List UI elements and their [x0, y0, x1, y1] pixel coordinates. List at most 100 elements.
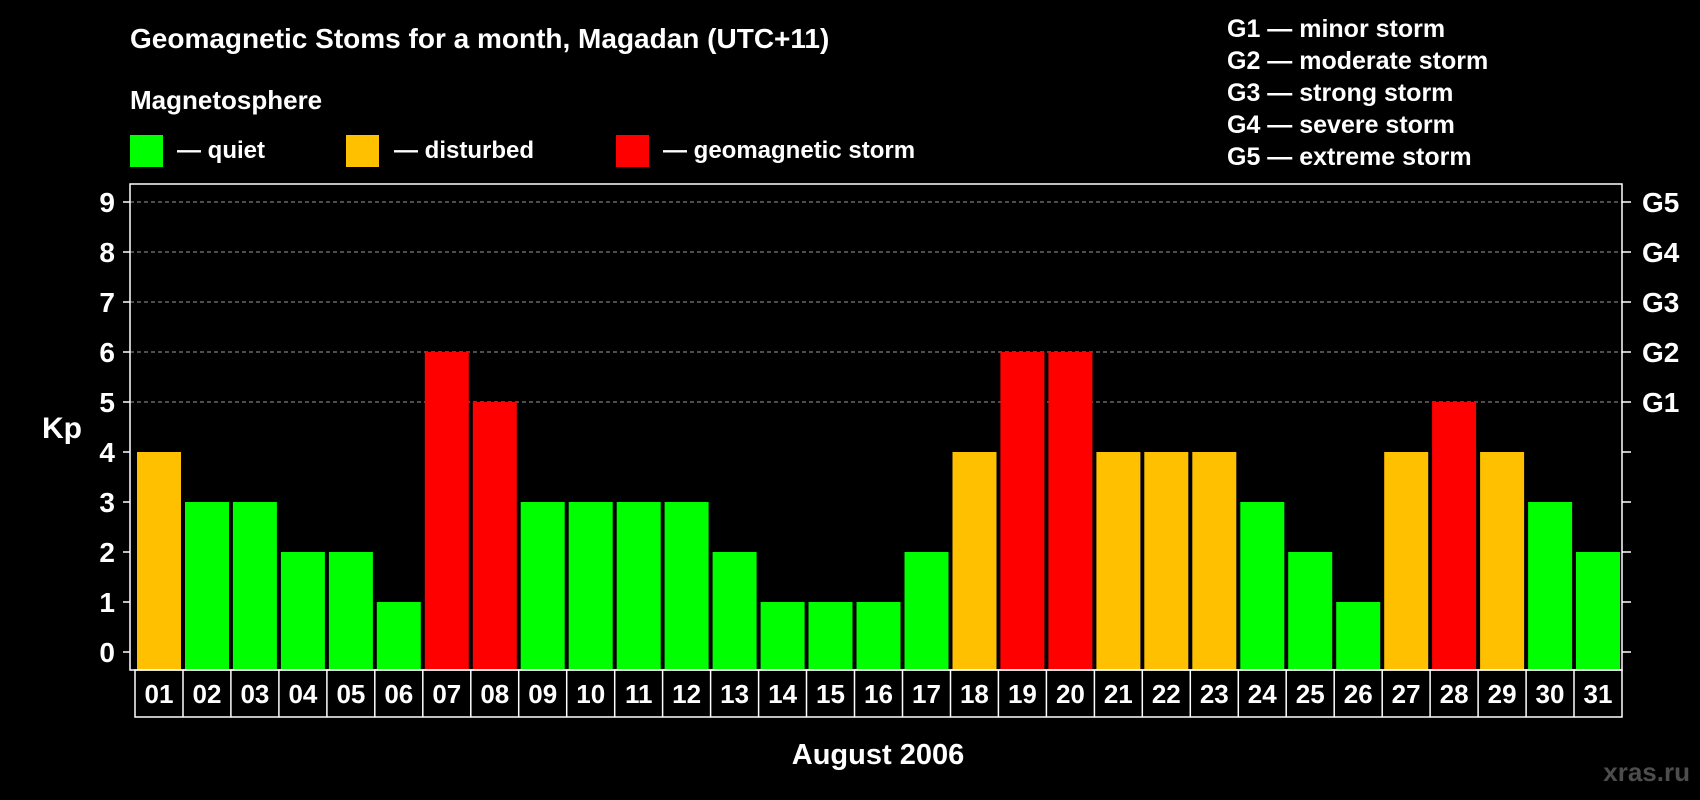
bar-31 — [1576, 552, 1620, 670]
x-tick-label: 24 — [1248, 679, 1277, 709]
y-tick-label: 2 — [99, 537, 115, 568]
y-axis: 0 1 2 3 4 5 6 7 8 9 — [99, 187, 130, 668]
y-tick-label: 3 — [99, 487, 115, 518]
right-tick-label: G2 — [1642, 337, 1679, 368]
y-axis-label: Kp — [42, 412, 82, 445]
x-tick-label: 05 — [336, 679, 365, 709]
bar-25 — [1288, 552, 1333, 670]
bar-08 — [472, 402, 517, 670]
bar-23 — [1192, 452, 1237, 670]
y-tick-label: 5 — [99, 387, 115, 418]
bar-29 — [1480, 452, 1525, 670]
x-tick-label: 23 — [1200, 679, 1229, 709]
y-tick-label: 7 — [99, 287, 115, 318]
bar-26 — [1336, 602, 1381, 670]
x-tick-label: 09 — [528, 679, 557, 709]
right-axis: G1 G2 G3 G4 G5 — [1622, 187, 1680, 653]
bar-15 — [808, 602, 853, 670]
bar-13 — [712, 552, 757, 670]
x-axis-box — [134, 669, 1623, 718]
y-tick-label: 6 — [99, 337, 115, 368]
legend-label-storm: — geomagnetic storm — [663, 137, 915, 164]
x-tick-label: 14 — [768, 679, 797, 709]
right-tick-label: G3 — [1642, 287, 1679, 318]
bar-24 — [1240, 502, 1285, 670]
x-tick-label: 04 — [288, 679, 317, 709]
storm-scale-g3: G3 — strong storm — [1227, 79, 1453, 107]
x-tick-label: 21 — [1104, 679, 1133, 709]
storm-scale-g5: G5 — extreme storm — [1227, 143, 1472, 171]
x-tick-label: 29 — [1488, 679, 1517, 709]
bar-07 — [424, 352, 469, 670]
bar-21 — [1096, 452, 1141, 670]
grid-lines — [130, 201, 1622, 403]
bar-17 — [904, 552, 949, 670]
bar-30 — [1528, 502, 1573, 670]
x-axis-label: August 2006 — [792, 739, 964, 771]
legend-label-disturbed: — disturbed — [394, 137, 534, 164]
y-tick-label: 9 — [99, 187, 115, 218]
storm-scale-g1: G1 — minor storm — [1227, 15, 1445, 43]
bar-10 — [568, 502, 613, 670]
bar-27 — [1384, 452, 1429, 670]
chart-title: Geomagnetic Stoms for a month, Magadan (… — [130, 23, 829, 54]
x-tick-label: 07 — [432, 679, 461, 709]
x-tick-label: 16 — [864, 679, 893, 709]
y-tick-label: 1 — [99, 587, 115, 618]
right-tick-label: G4 — [1642, 237, 1680, 268]
x-tick-label: 27 — [1392, 679, 1421, 709]
bar-20 — [1048, 352, 1093, 670]
bar-01 — [137, 452, 181, 670]
x-tick-label: 17 — [912, 679, 941, 709]
x-tick-label: 20 — [1056, 679, 1085, 709]
bar-19 — [1000, 352, 1045, 670]
right-tick-label: G5 — [1642, 187, 1679, 218]
bar-28 — [1432, 402, 1477, 670]
legend-heading: Magnetosphere — [130, 85, 322, 115]
x-tick-label: 15 — [816, 679, 845, 709]
x-tick-label: 01 — [145, 679, 174, 709]
bar-14 — [760, 602, 805, 670]
x-tick-label: 13 — [720, 679, 749, 709]
y-tick-label: 4 — [99, 437, 115, 468]
x-tick-label: 19 — [1008, 679, 1037, 709]
x-tick-label: 31 — [1584, 679, 1613, 709]
x-axis: 01 02 03 04 05 06 07 08 09 10 11 12 13 14 15 16 17 18 19 20… — [134, 669, 1623, 718]
bar-04 — [280, 552, 325, 670]
bar-06 — [376, 602, 421, 670]
y-tick-label: 8 — [99, 237, 115, 268]
watermark: xras.ru — [1603, 757, 1690, 787]
x-tick-label: 02 — [193, 679, 222, 709]
x-tick-label: 08 — [480, 679, 509, 709]
x-tick-label: 06 — [384, 679, 413, 709]
x-tick-label: 28 — [1440, 679, 1469, 709]
right-tick-label: G1 — [1642, 387, 1679, 418]
bar-03 — [232, 502, 277, 670]
storm-scale-g4: G4 — severe storm — [1227, 111, 1455, 139]
x-tick-label: 12 — [672, 679, 701, 709]
x-tick-label: 26 — [1344, 679, 1373, 709]
bar-05 — [328, 552, 373, 670]
x-tick-label: 03 — [240, 679, 269, 709]
bars-group — [137, 352, 1620, 670]
bar-11 — [616, 502, 661, 670]
storm-scale-g2: G2 — moderate storm — [1227, 47, 1488, 75]
x-tick-label: 18 — [960, 679, 989, 709]
bar-02 — [185, 502, 229, 670]
x-tick-label: 22 — [1152, 679, 1181, 709]
y-tick-label: 0 — [99, 637, 115, 668]
x-tick-label: 10 — [576, 679, 605, 709]
bar-18 — [952, 452, 997, 670]
legend-swatch-quiet — [130, 135, 163, 167]
bar-16 — [856, 602, 901, 670]
x-tick-label: 25 — [1296, 679, 1325, 709]
x-tick-label: 30 — [1536, 679, 1565, 709]
legend-swatch-storm — [616, 135, 649, 167]
bar-09 — [520, 502, 565, 670]
legend-label-quiet: — quiet — [177, 137, 265, 164]
legend-swatch-disturbed — [346, 135, 379, 167]
bar-12 — [664, 502, 709, 670]
x-tick-label: 11 — [625, 679, 653, 709]
bar-22 — [1144, 452, 1189, 670]
